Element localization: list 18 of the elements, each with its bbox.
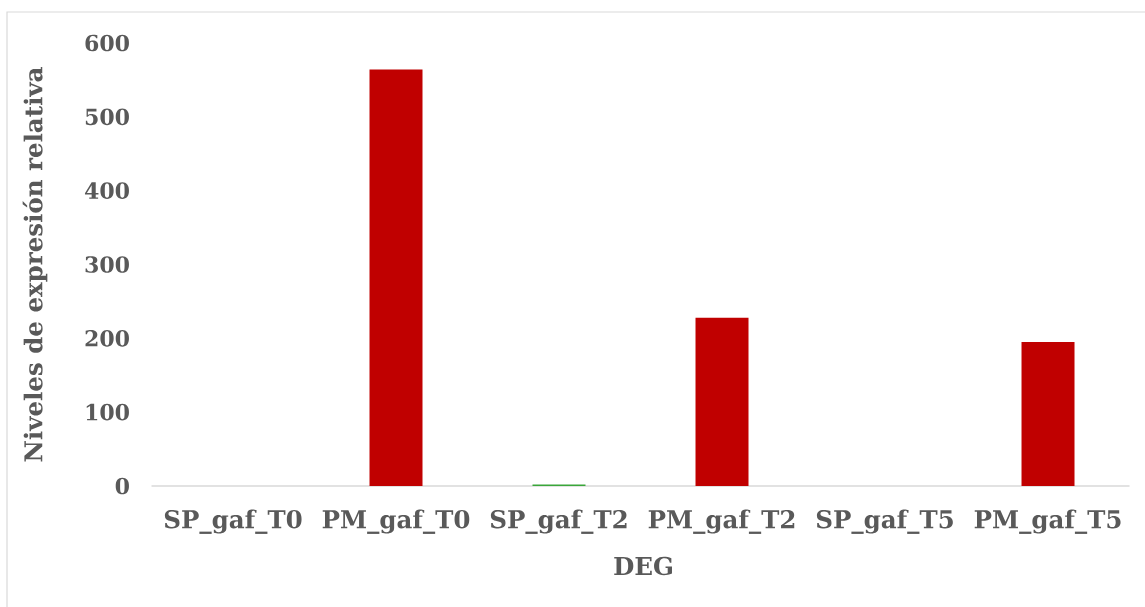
y-axis-title: Niveles de expresión relativa	[22, 67, 48, 462]
y-tick-label: 300	[85, 256, 129, 273]
x-tick-label: SP_gaf_T2	[490, 509, 627, 534]
x-tick-label: PM_gaf_T0	[322, 509, 470, 534]
x-tick-label: SP_gaf_T0	[164, 509, 302, 534]
y-tick-label: 100	[86, 403, 129, 421]
bar	[1021, 342, 1075, 486]
x-tick-label: PM_gaf_T2	[648, 509, 795, 534]
x-tick-label: SP_gaf_T5	[816, 509, 953, 534]
y-tick-label: 200	[85, 330, 129, 347]
bar	[369, 69, 423, 486]
y-tick-label: 0	[115, 477, 129, 495]
y-tick-label: 600	[85, 34, 129, 52]
x-tick-label: PM_gaf_T5	[974, 509, 1121, 534]
bar	[695, 317, 749, 486]
y-tick-label: 500	[85, 108, 129, 126]
y-tick-label: 400	[84, 182, 129, 199]
x-axis-title: DEG	[614, 556, 672, 576]
